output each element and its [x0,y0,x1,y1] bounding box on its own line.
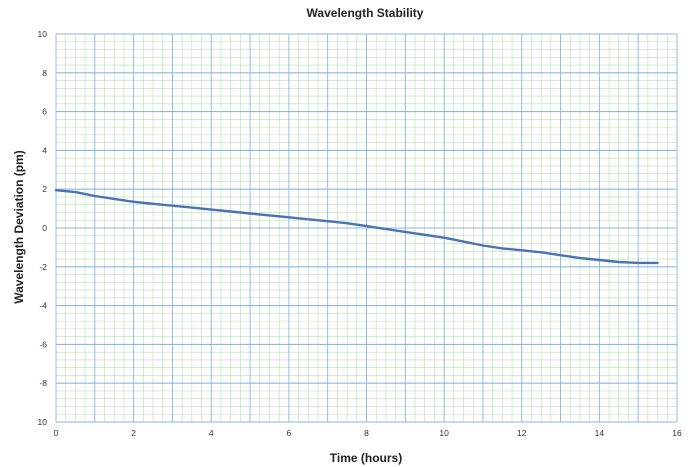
y-tick-label: 4 [42,145,47,155]
y-tick-label: -8 [39,378,47,388]
major-grid [55,33,678,423]
y-tick-label: 0 [42,223,47,233]
y-tick-label: -6 [39,339,47,349]
x-tick-label: 6 [287,428,292,438]
x-tick-label: 2 [131,428,136,438]
series-layer [54,188,659,265]
y-tick-label: 6 [42,107,47,117]
x-tick-label: 4 [209,428,214,438]
chart-title: Wavelength Stability [307,6,424,20]
x-axis-label: Time (hours) [330,451,402,465]
y-tick-label: 10 [38,29,48,39]
x-tick-label: 0 [54,428,59,438]
x-tick-label: 8 [364,428,369,438]
y-tick-label: -4 [39,301,47,311]
x-tick-label: 14 [595,428,605,438]
y-tick-label: 8 [42,68,47,78]
series-line-0 [54,188,659,265]
y-axis-label: Wavelength Deviation (pm) [12,150,26,304]
x-tick-label: 12 [517,428,527,438]
y-tick-label: 10 [38,417,48,427]
y-tick-label: 2 [42,184,47,194]
tick-labels: 0 2 4 6 8 10 12 14 16 10 8 6 4 2 0 -2 -4 -6 -8 10 [38,29,682,438]
x-tick-label: 16 [672,428,682,438]
x-tick-label: 10 [439,428,449,438]
y-tick-label: -2 [39,262,47,272]
